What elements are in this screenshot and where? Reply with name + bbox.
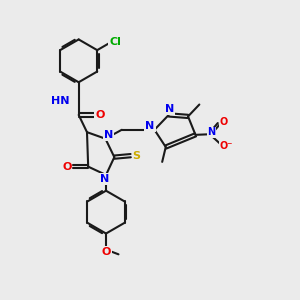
Text: N: N: [165, 104, 174, 114]
Text: Cl: Cl: [109, 37, 121, 47]
Text: O: O: [101, 247, 111, 257]
Text: O: O: [220, 117, 228, 128]
Text: O: O: [95, 110, 105, 120]
Text: N: N: [104, 130, 113, 140]
Text: S: S: [133, 151, 141, 160]
Text: O: O: [62, 162, 71, 172]
Text: O⁻: O⁻: [220, 141, 233, 151]
Text: N: N: [146, 121, 154, 131]
Text: N: N: [100, 174, 110, 184]
Text: N: N: [208, 128, 216, 137]
Text: HN: HN: [51, 96, 70, 106]
